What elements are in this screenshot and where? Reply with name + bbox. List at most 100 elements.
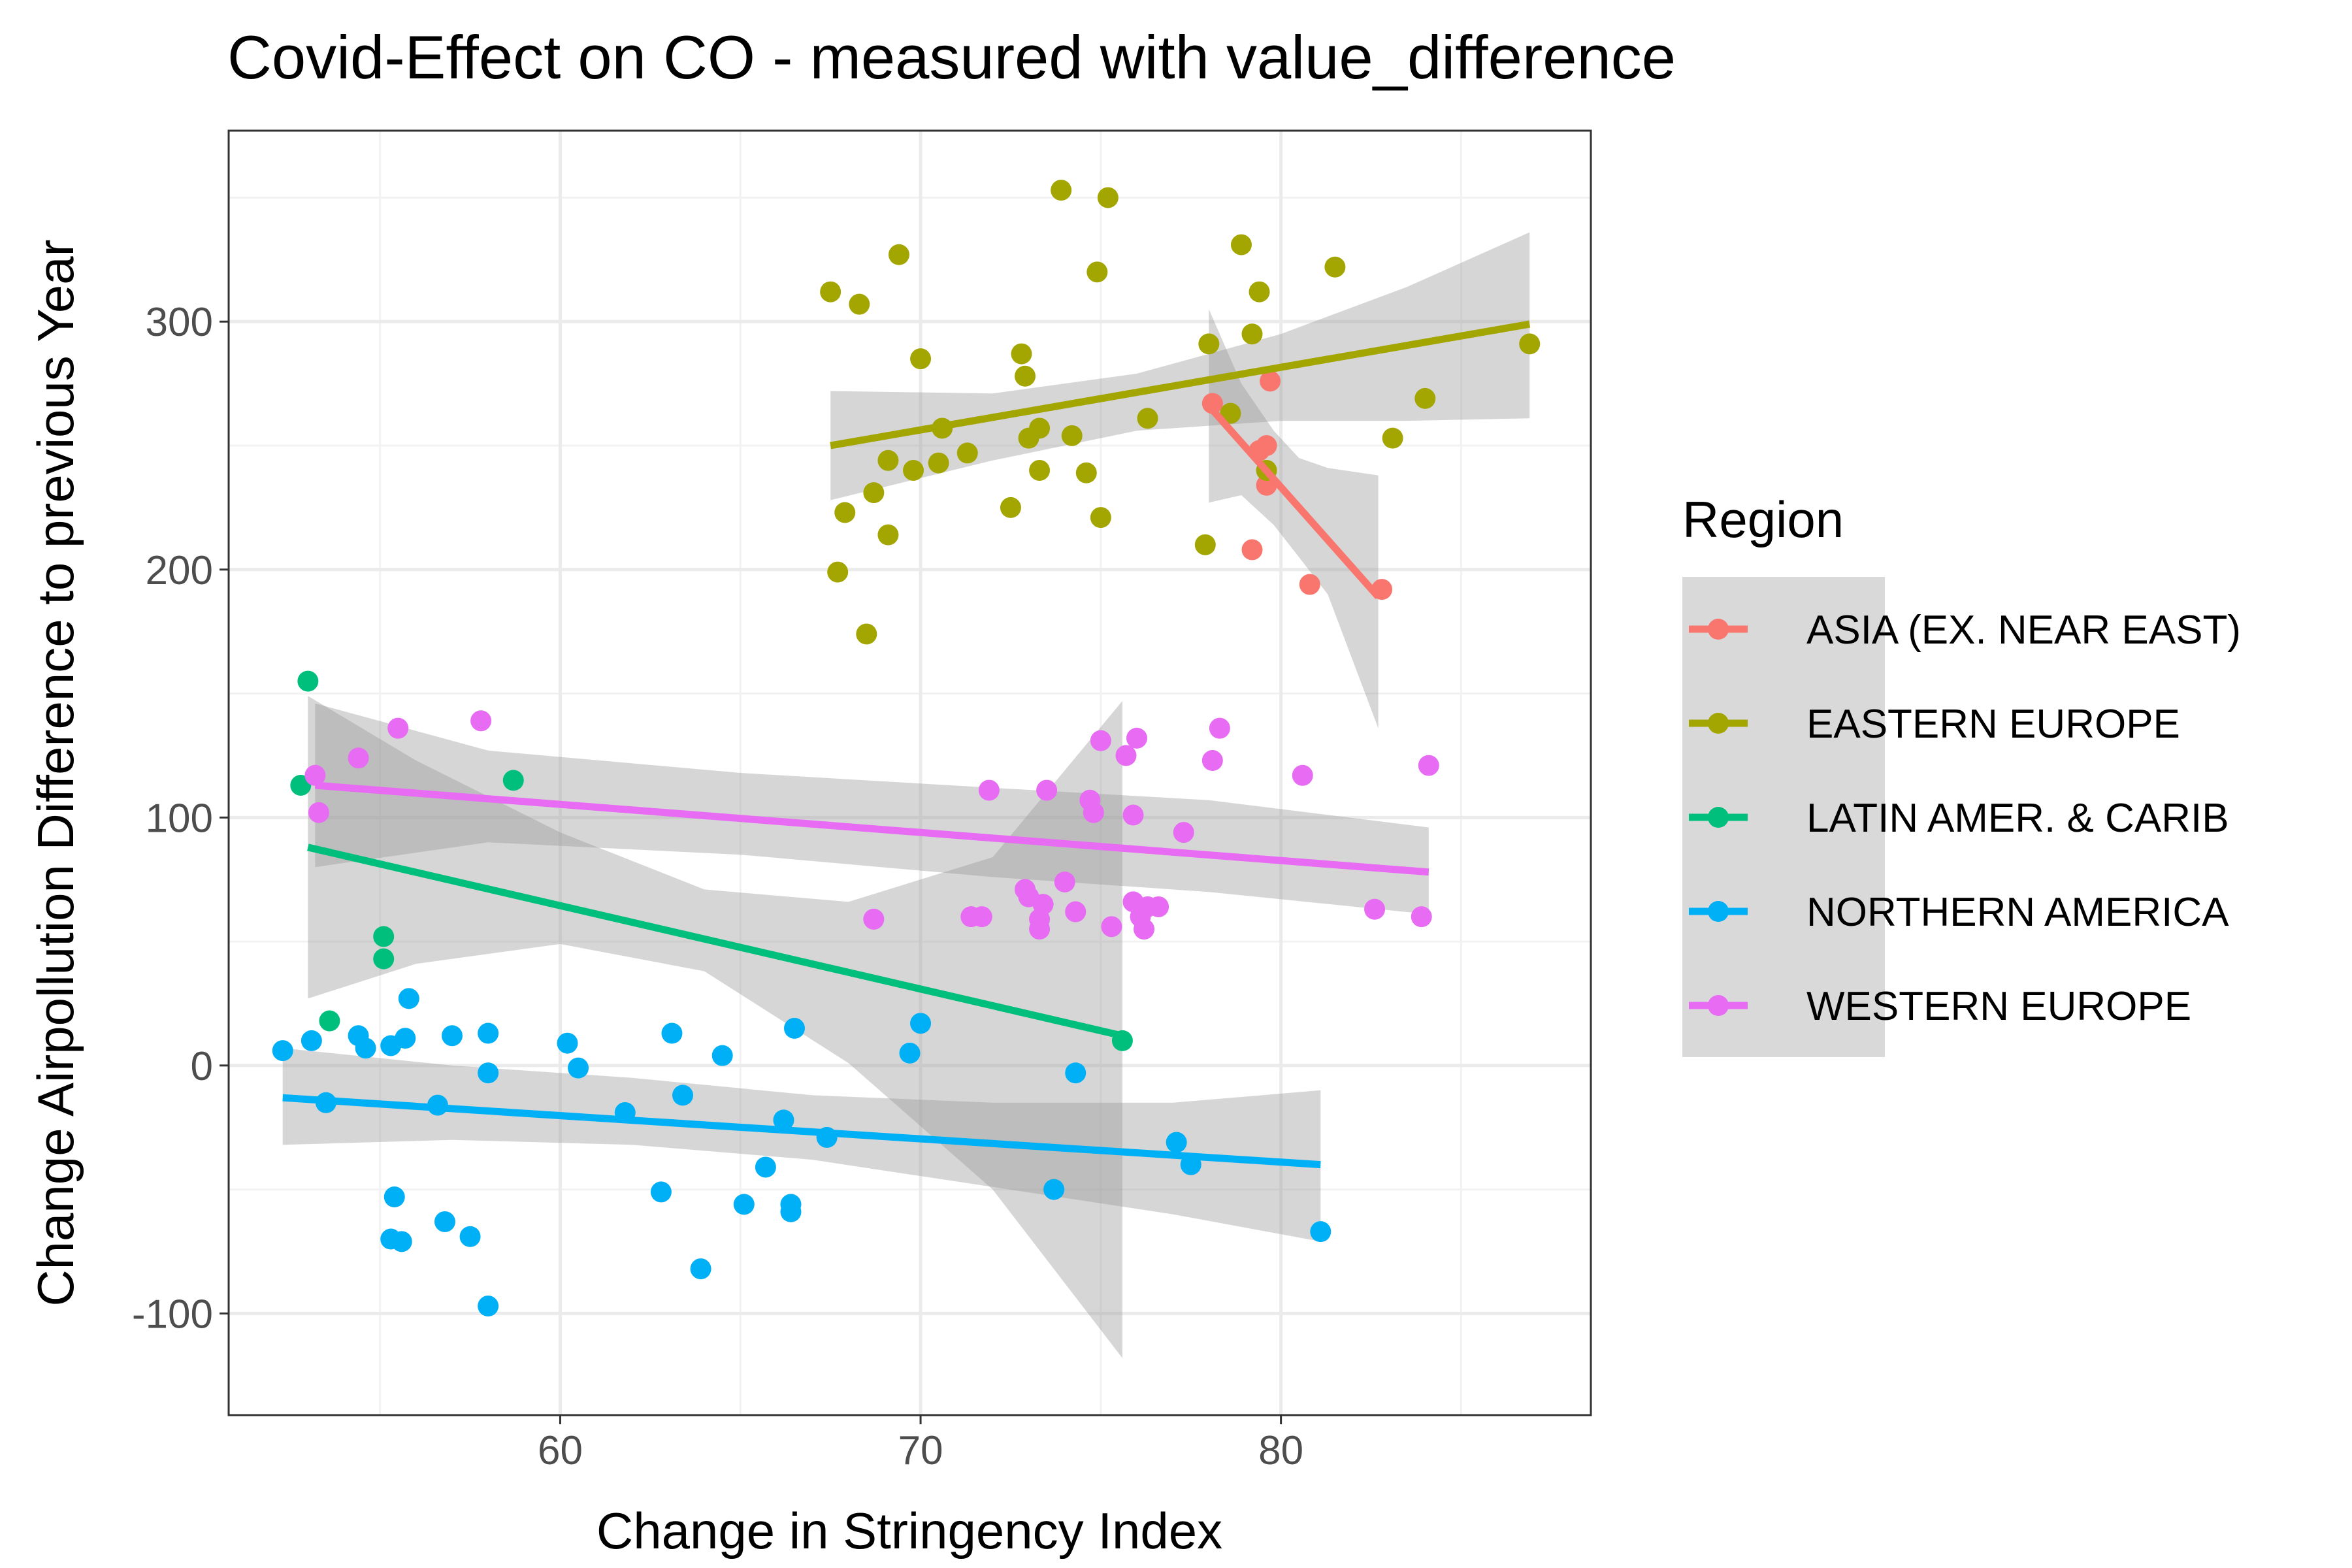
legend-key-point bbox=[1708, 995, 1729, 1016]
legend-items: ASIA (EX. NEAR EAST) EASTERN EUROPE LATIN … bbox=[1689, 608, 2241, 1029]
data-point bbox=[849, 293, 870, 315]
data-point bbox=[1241, 323, 1263, 345]
y-axis-ticks: -100 0 100 200 300 bbox=[132, 300, 229, 1337]
x-tick-label: 70 bbox=[898, 1428, 943, 1473]
data-point bbox=[971, 906, 992, 928]
data-point bbox=[1083, 802, 1104, 823]
data-point bbox=[1137, 408, 1158, 429]
data-point bbox=[827, 561, 849, 583]
x-axis-ticks: 60 70 80 bbox=[538, 1415, 1303, 1473]
fit-line bbox=[1206, 403, 1381, 600]
data-point bbox=[373, 926, 395, 947]
data-point bbox=[1090, 730, 1111, 751]
data-point bbox=[755, 1156, 776, 1178]
data-point bbox=[1194, 534, 1216, 555]
data-point bbox=[384, 1186, 405, 1208]
data-point bbox=[1101, 916, 1122, 938]
data-point bbox=[1382, 427, 1403, 449]
fit-line bbox=[830, 320, 1531, 449]
data-point bbox=[319, 1010, 340, 1032]
data-point bbox=[1173, 822, 1194, 843]
data-point bbox=[877, 449, 899, 471]
confidence-band bbox=[1209, 309, 1379, 728]
y-tick-label: 300 bbox=[146, 300, 213, 345]
x-tick-label: 80 bbox=[1258, 1428, 1303, 1473]
data-point bbox=[877, 524, 899, 546]
data-point bbox=[1029, 417, 1051, 439]
data-point bbox=[1075, 462, 1097, 483]
confidence-band bbox=[308, 696, 1122, 1358]
data-point bbox=[470, 710, 492, 732]
data-point bbox=[661, 1022, 683, 1044]
data-point bbox=[387, 717, 409, 739]
y-tick-label: -100 bbox=[132, 1292, 213, 1337]
data-point bbox=[1115, 745, 1137, 766]
data-point bbox=[1418, 755, 1439, 776]
data-point bbox=[478, 1022, 499, 1044]
legend-key-point bbox=[1708, 807, 1729, 828]
data-point bbox=[773, 1109, 794, 1131]
data-point bbox=[1029, 919, 1051, 940]
data-point bbox=[888, 244, 909, 265]
data-point bbox=[733, 1194, 755, 1215]
fit-lines bbox=[282, 320, 1531, 1169]
data-point bbox=[1260, 370, 1281, 392]
data-point bbox=[478, 1296, 499, 1317]
legend-key-point bbox=[1708, 713, 1729, 734]
y-tick-label: 200 bbox=[146, 548, 213, 593]
data-point bbox=[1054, 871, 1075, 892]
x-tick-label: 60 bbox=[538, 1428, 583, 1473]
data-point bbox=[1292, 764, 1313, 786]
y-tick-label: 0 bbox=[191, 1044, 213, 1089]
data-point bbox=[1086, 261, 1108, 283]
data-point bbox=[1201, 750, 1223, 772]
data-point bbox=[650, 1181, 672, 1203]
data-point bbox=[1065, 901, 1086, 923]
data-point bbox=[1036, 779, 1058, 801]
data-point bbox=[863, 482, 885, 504]
data-point bbox=[355, 1037, 376, 1059]
data-point bbox=[348, 747, 369, 769]
data-point bbox=[672, 1085, 693, 1106]
data-point bbox=[1166, 1132, 1187, 1153]
confidence-band bbox=[315, 703, 1429, 915]
legend-label: NORTHERN AMERICA bbox=[1806, 890, 2229, 935]
data-point bbox=[1256, 435, 1277, 457]
data-point bbox=[820, 281, 841, 302]
y-tick-label: 100 bbox=[146, 796, 213, 841]
data-point bbox=[502, 770, 524, 791]
data-point bbox=[1411, 906, 1432, 928]
data-point bbox=[856, 623, 877, 645]
data-point bbox=[478, 1062, 499, 1084]
data-point bbox=[1015, 365, 1036, 387]
data-point bbox=[978, 779, 1000, 801]
y-axis-title: Change Airpollution Difference to previo… bbox=[27, 239, 84, 1306]
confidence-band bbox=[830, 232, 1530, 500]
legend-label: ASIA (EX. NEAR EAST) bbox=[1806, 608, 2241, 653]
chart-title: Covid-Effect on CO - measured with value… bbox=[227, 23, 1676, 91]
data-point bbox=[1122, 804, 1144, 826]
data-point bbox=[301, 1030, 322, 1051]
legend-label: WESTERN EUROPE bbox=[1806, 984, 2191, 1029]
fit-line bbox=[282, 1094, 1321, 1169]
data-point bbox=[304, 764, 326, 786]
data-point bbox=[863, 908, 885, 930]
minor-gridlines bbox=[229, 131, 1591, 1415]
data-point bbox=[780, 1201, 802, 1222]
data-point bbox=[928, 452, 949, 474]
data-point bbox=[1324, 256, 1346, 278]
data-point bbox=[956, 442, 978, 464]
data-point bbox=[1230, 234, 1252, 255]
data-point bbox=[1051, 180, 1072, 201]
data-point bbox=[557, 1032, 578, 1054]
data-point bbox=[899, 1042, 921, 1064]
plot-background bbox=[229, 131, 1591, 1415]
data-point bbox=[459, 1226, 481, 1247]
legend-key-point bbox=[1708, 901, 1729, 922]
data-point bbox=[1299, 574, 1320, 595]
plot-border bbox=[227, 129, 1592, 1416]
data-point bbox=[1029, 459, 1051, 481]
data-point bbox=[398, 988, 419, 1009]
data-point bbox=[1043, 1179, 1065, 1200]
data-point bbox=[1209, 717, 1230, 739]
